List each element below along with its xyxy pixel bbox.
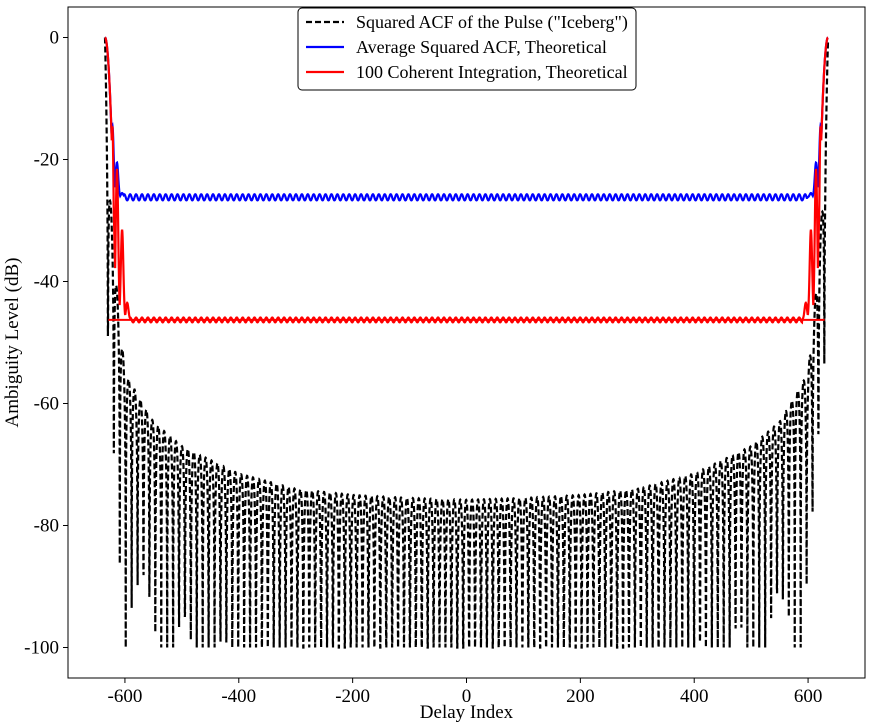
x-tick-label: -600 [108, 686, 143, 707]
x-tick-label: 600 [794, 686, 823, 707]
y-tick-label: -100 [24, 638, 59, 659]
y-tick-label: -80 [34, 516, 59, 537]
x-tick-label: 0 [462, 686, 472, 707]
x-tick-label: 200 [566, 686, 595, 707]
x-tick-label: -400 [221, 686, 256, 707]
legend: Squared ACF of the Pulse ("Iceberg") Aver… [297, 7, 637, 91]
series-layer [103, 36, 830, 649]
series-line-average-squared-acf [104, 36, 829, 202]
legend-label: Squared ACF of the Pulse ("Iceberg") [356, 12, 628, 33]
x-tick-label: -200 [335, 686, 370, 707]
y-tick-label: -40 [34, 272, 59, 293]
y-tick-label: 0 [50, 28, 60, 49]
x-tick-label: 400 [680, 686, 709, 707]
legend-label: 100 Coherent Integration, Theoretical [356, 62, 628, 82]
y-axis-label: Ambiguity Level (dB) [2, 258, 23, 428]
legend-label: Average Squared ACF, Theoretical [356, 37, 607, 57]
legend-box [297, 7, 637, 91]
x-axis-label: Delay Index [420, 702, 514, 723]
y-tick-label: -20 [34, 150, 59, 171]
x-axis: -600 -400 -200 0 200 400 600 [108, 678, 823, 707]
series-line-iceberg [103, 37, 830, 649]
y-axis: 0 -20 -40 -60 -80 -100 [24, 28, 68, 659]
y-tick-label: -60 [34, 394, 59, 415]
plot-area [68, 7, 865, 678]
